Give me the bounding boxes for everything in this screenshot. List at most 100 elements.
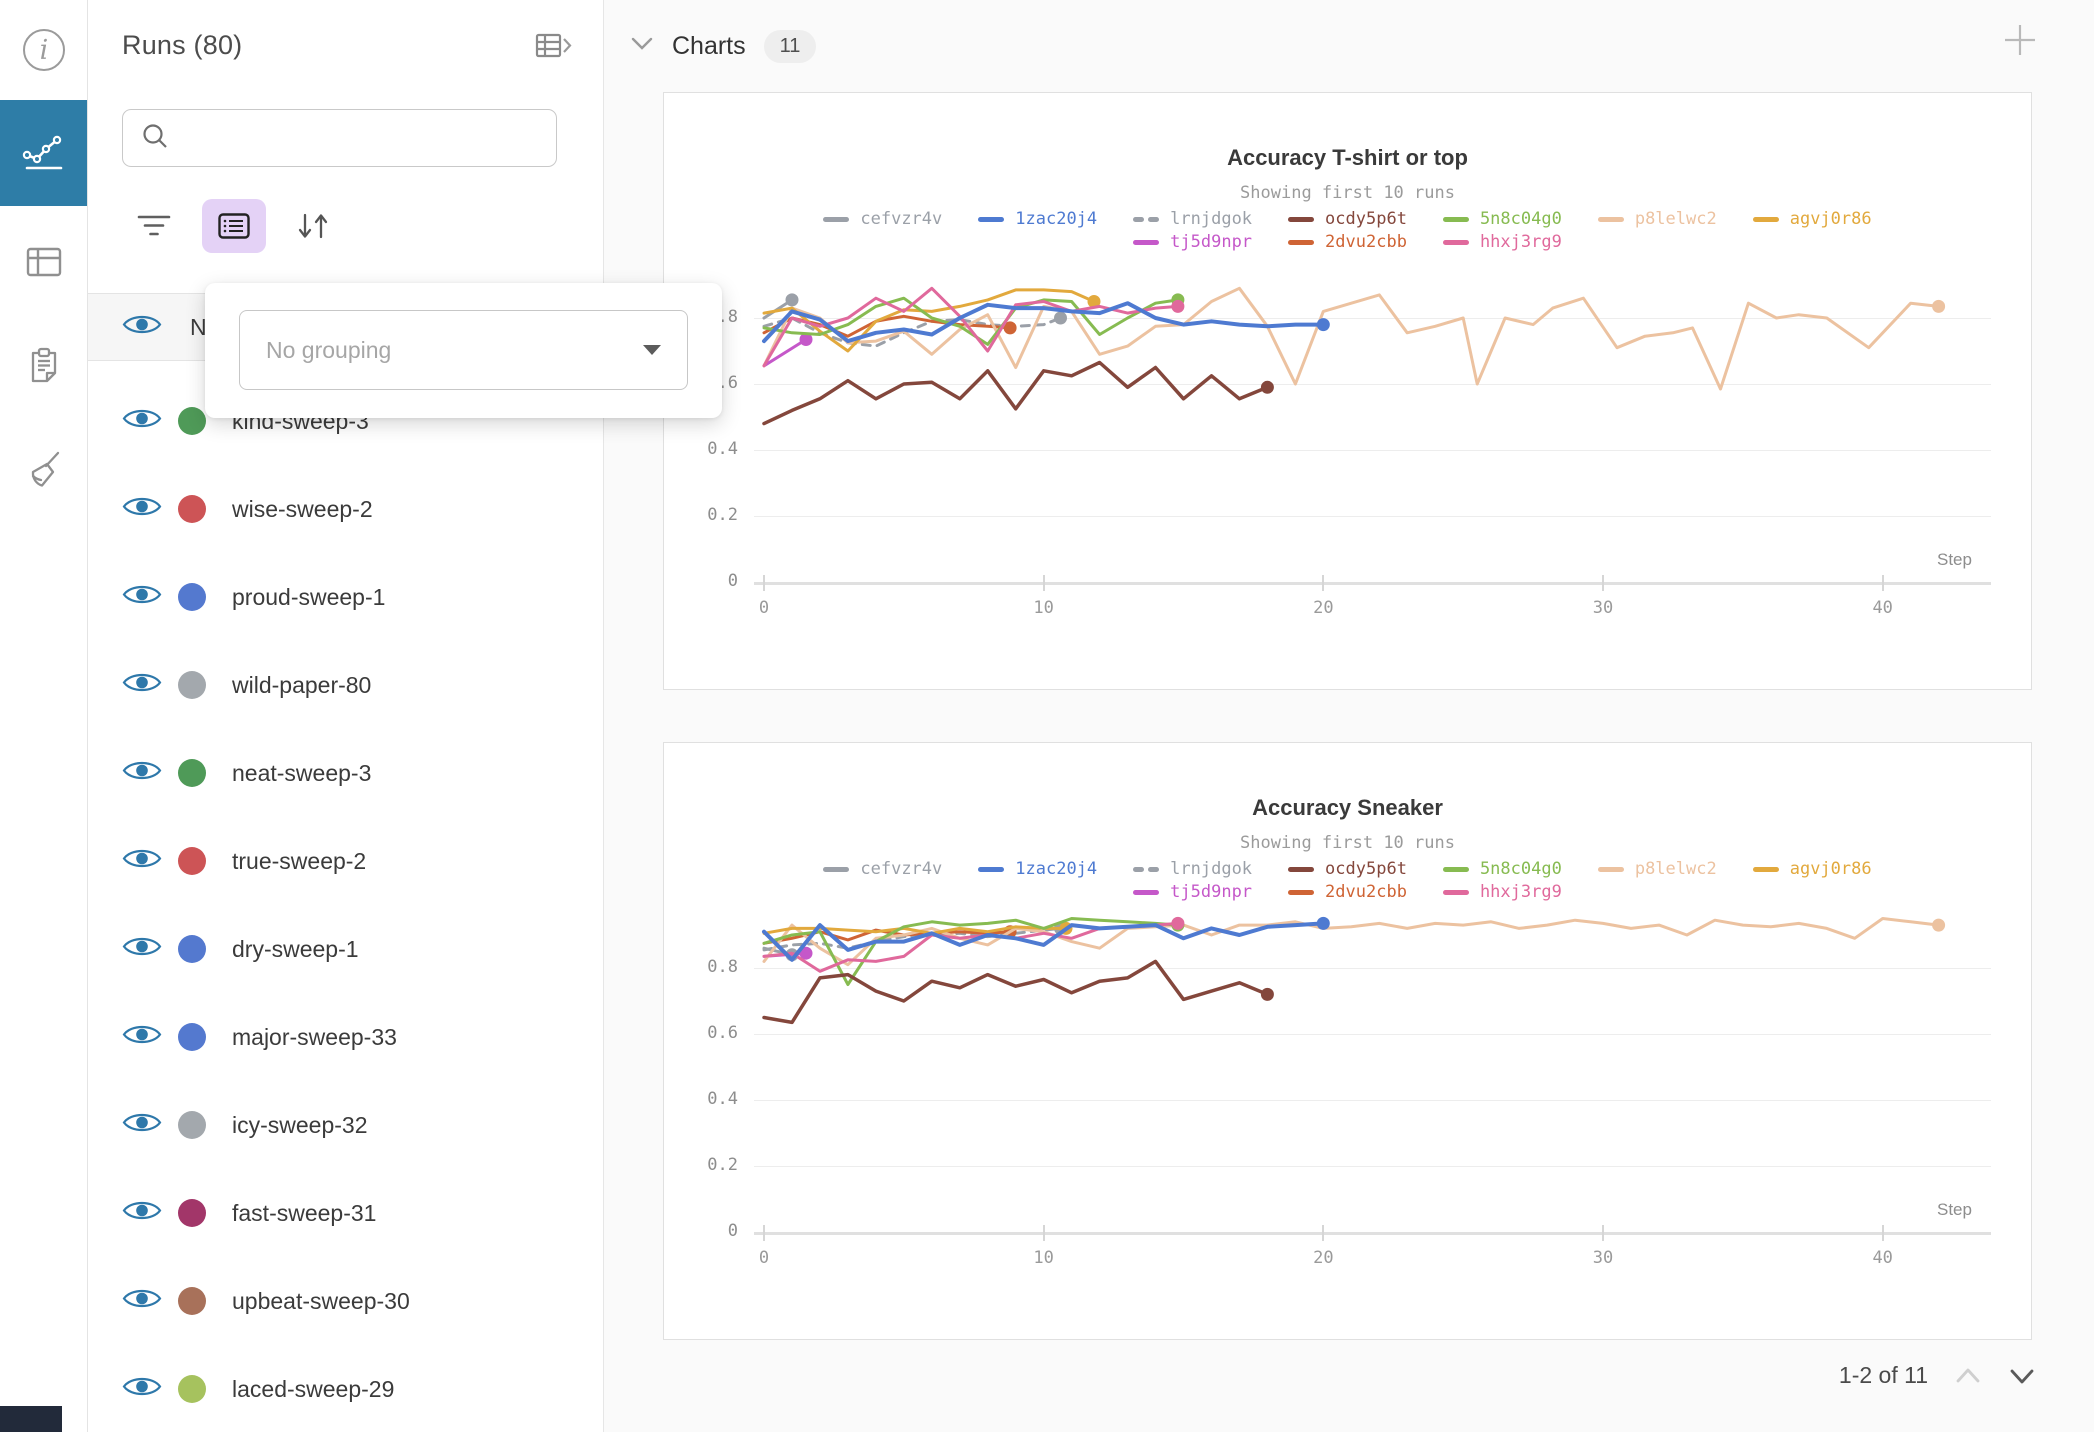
gridline (754, 384, 1991, 385)
legend-item[interactable]: 2dvu2cbb (1288, 882, 1407, 902)
legend-item[interactable]: hhxj3rg9 (1442, 232, 1562, 252)
series-line-1zac20j4 (762, 301, 1326, 344)
visibility-eye-icon[interactable] (122, 757, 162, 789)
run-row[interactable]: wild-paper-80 (88, 641, 603, 729)
legend-run-id: 1zac20j4 (1015, 209, 1098, 229)
legend-item[interactable]: p8lelwc2 (1597, 209, 1717, 229)
run-name[interactable]: wise-sweep-2 (232, 495, 373, 522)
visibility-eye-icon[interactable] (122, 1109, 162, 1141)
x-axis-line (754, 582, 1991, 585)
legend-item[interactable]: agvj0r86 (1752, 859, 1872, 879)
legend-item[interactable]: ocdy5p6t (1288, 209, 1407, 229)
runs-search-input[interactable] (183, 125, 556, 151)
legend-line-swatch (1133, 216, 1160, 222)
y-axis-tick-label: 0.6 (707, 1023, 738, 1043)
reports-nav-button[interactable] (0, 338, 87, 398)
grouping-select[interactable]: No grouping (239, 310, 688, 390)
series-end-dot-ocdy5p6t (1260, 987, 1274, 1001)
run-name[interactable]: wild-paper-80 (232, 671, 372, 698)
expand-runs-table-button[interactable] (535, 31, 573, 61)
run-row[interactable]: upbeat-sweep-30 (88, 1257, 603, 1345)
series-line-ocdy5p6t (762, 360, 1270, 426)
panel-accuracy-tshirt[interactable]: Accuracy T-shirt or top Showing first 10… (663, 92, 2032, 690)
visibility-eye-icon[interactable] (122, 669, 162, 701)
series-end-dot-2dvu2cbb (1003, 321, 1017, 335)
visibility-eye-icon[interactable] (122, 581, 162, 613)
visibility-eye-icon[interactable] (122, 1197, 162, 1229)
legend-item[interactable]: tj5d9npr (1133, 882, 1252, 902)
run-color-dot (178, 495, 206, 523)
grouped-list-icon (218, 213, 250, 239)
legend-item[interactable]: cefvzr4v (823, 859, 942, 879)
run-row[interactable]: icy-sweep-32 (88, 1081, 603, 1169)
run-name[interactable]: fast-sweep-31 (232, 1199, 377, 1226)
visibility-eye-icon[interactable] (122, 493, 162, 525)
series-end-dot-hhxj3rg9 (1171, 299, 1185, 313)
chevron-down-icon (643, 345, 661, 355)
run-name[interactable]: major-sweep-33 (232, 1023, 397, 1050)
legend-item[interactable]: cefvzr4v (823, 209, 942, 229)
y-axis-tick-label: 0.8 (707, 957, 738, 977)
sort-button[interactable] (296, 210, 330, 242)
legend-item[interactable]: 2dvu2cbb (1288, 232, 1407, 252)
legend-item[interactable]: 1zac20j4 (978, 209, 1097, 229)
run-row[interactable]: neat-sweep-3 (88, 729, 603, 817)
x-axis-tick-label: 30 (1592, 598, 1614, 618)
pagination-next-button[interactable] (2008, 1365, 2036, 1387)
panel-accuracy-sneaker[interactable]: Accuracy Sneaker Showing first 10 runs c… (663, 742, 2032, 1340)
legend-line-swatch (1442, 889, 1469, 895)
legend-item[interactable]: lrnjdgok (1133, 859, 1252, 879)
charts-section-title[interactable]: Charts (672, 32, 746, 60)
run-name[interactable]: proud-sweep-1 (232, 583, 386, 610)
runs-table-nav-button[interactable] (0, 236, 87, 292)
visibility-eye-icon[interactable] (122, 1285, 162, 1317)
visibility-eye-icon[interactable] (122, 311, 162, 343)
run-name[interactable]: icy-sweep-32 (232, 1111, 368, 1138)
run-row[interactable]: dry-sweep-1 (88, 905, 603, 993)
visibility-eye-icon[interactable] (122, 933, 162, 965)
info-nav-button[interactable]: i (0, 24, 87, 80)
run-name[interactable]: neat-sweep-3 (232, 759, 372, 786)
legend-item[interactable]: tj5d9npr (1133, 232, 1252, 252)
runs-search-box[interactable] (122, 109, 557, 167)
group-button-active[interactable] (202, 199, 266, 253)
run-row[interactable]: proud-sweep-1 (88, 553, 603, 641)
x-axis-tick (1602, 575, 1605, 591)
run-name[interactable]: dry-sweep-1 (232, 935, 359, 962)
legend-line-swatch (1288, 866, 1315, 872)
legend-item[interactable]: lrnjdgok (1133, 209, 1252, 229)
legend-item[interactable]: agvj0r86 (1752, 209, 1872, 229)
legend-run-id: cefvzr4v (860, 859, 943, 879)
legend-item[interactable]: 1zac20j4 (978, 859, 1097, 879)
run-row[interactable]: fast-sweep-31 (88, 1169, 603, 1257)
y-axis-tick-label: 0.4 (707, 1089, 738, 1109)
pagination-prev-button[interactable] (1954, 1365, 1982, 1387)
legend-line-swatch (1752, 866, 1779, 872)
legend-item[interactable]: ocdy5p6t (1288, 859, 1407, 879)
run-row[interactable]: major-sweep-33 (88, 993, 603, 1081)
run-name[interactable]: laced-sweep-29 (232, 1375, 395, 1402)
add-panel-button[interactable] (2002, 22, 2038, 58)
workspace-charts-nav-button[interactable] (0, 100, 87, 206)
legend-item[interactable]: hhxj3rg9 (1442, 882, 1562, 902)
broom-sweep-icon (20, 445, 68, 498)
legend-item[interactable]: 5n8c04g0 (1442, 859, 1562, 879)
legend-run-id: agvj0r86 (1789, 859, 1872, 879)
charts-section-chevron[interactable] (630, 36, 654, 57)
legend-item[interactable]: 5n8c04g0 (1442, 209, 1562, 229)
run-name[interactable]: upbeat-sweep-30 (232, 1287, 410, 1314)
search-icon (141, 122, 169, 155)
visibility-eye-icon[interactable] (122, 1021, 162, 1053)
filter-button[interactable] (136, 213, 172, 239)
y-axis-tick-label: 0.2 (707, 1155, 738, 1175)
run-row[interactable]: true-sweep-2 (88, 817, 603, 905)
run-name[interactable]: true-sweep-2 (232, 847, 367, 874)
visibility-eye-icon[interactable] (122, 405, 162, 437)
sweeps-nav-button[interactable] (0, 440, 87, 502)
visibility-eye-icon[interactable] (122, 1373, 162, 1405)
run-row[interactable]: wise-sweep-2 (88, 465, 603, 553)
x-axis-tick (1322, 1225, 1325, 1241)
visibility-eye-icon[interactable] (122, 845, 162, 877)
run-row[interactable]: laced-sweep-29 (88, 1345, 603, 1432)
legend-item[interactable]: p8lelwc2 (1597, 859, 1717, 879)
